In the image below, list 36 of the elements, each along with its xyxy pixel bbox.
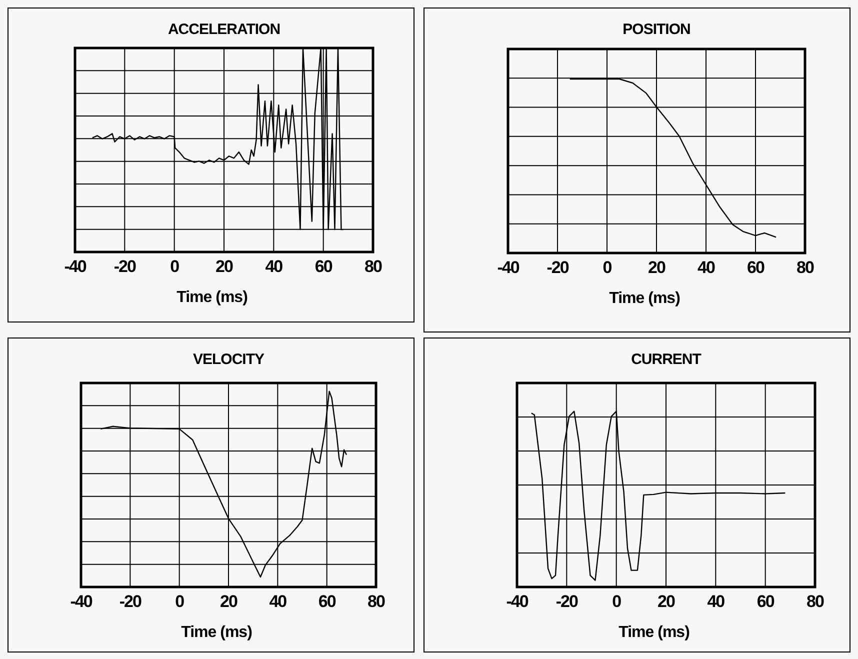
x-axis-title: Time (ms): [609, 290, 680, 307]
x-tick-label: 40: [707, 592, 725, 612]
x-tick-label: 80: [368, 592, 385, 612]
chart-title: POSITION: [622, 21, 690, 38]
x-tick-label: 80: [806, 592, 824, 612]
x-tick-label: 40: [265, 257, 283, 276]
x-tick-label: 60: [756, 592, 774, 612]
x-tick-label: -20: [114, 257, 136, 276]
x-tick-label: -20: [119, 592, 142, 612]
x-tick-label: -40: [64, 257, 86, 276]
x-tick-label: -40: [506, 592, 528, 612]
x-tick-label: -40: [497, 258, 520, 278]
x-tick-label: -40: [70, 592, 92, 612]
x-tick-label: 20: [658, 592, 675, 612]
x-tick-label: 60: [314, 257, 332, 276]
chart-title: VELOCITY: [192, 351, 264, 368]
chart-title: ACCELERATION: [168, 21, 280, 38]
x-tick-label: 20: [648, 258, 666, 278]
x-tick-label: 20: [216, 257, 233, 276]
x-tick-label: 0: [602, 258, 612, 278]
x-tick-label: 40: [269, 592, 287, 612]
x-tick-label: 0: [612, 592, 622, 612]
x-tick-label: 60: [318, 592, 336, 612]
x-tick-label: 0: [175, 592, 184, 612]
x-tick-label: -20: [556, 592, 578, 612]
x-tick-label: 20: [220, 592, 238, 612]
x-tick-label: 60: [747, 258, 764, 278]
x-axis-title: Time (ms): [176, 289, 248, 306]
x-tick-label: -20: [546, 258, 569, 278]
x-axis-title: Time (ms): [181, 624, 252, 641]
chart-title: CURRENT: [631, 351, 702, 368]
x-tick-label: 80: [364, 257, 382, 276]
x-axis-title: Time (ms): [618, 624, 690, 641]
x-tick-label: 40: [698, 258, 715, 278]
x-tick-label: 0: [170, 257, 180, 276]
x-tick-label: 80: [796, 258, 814, 278]
